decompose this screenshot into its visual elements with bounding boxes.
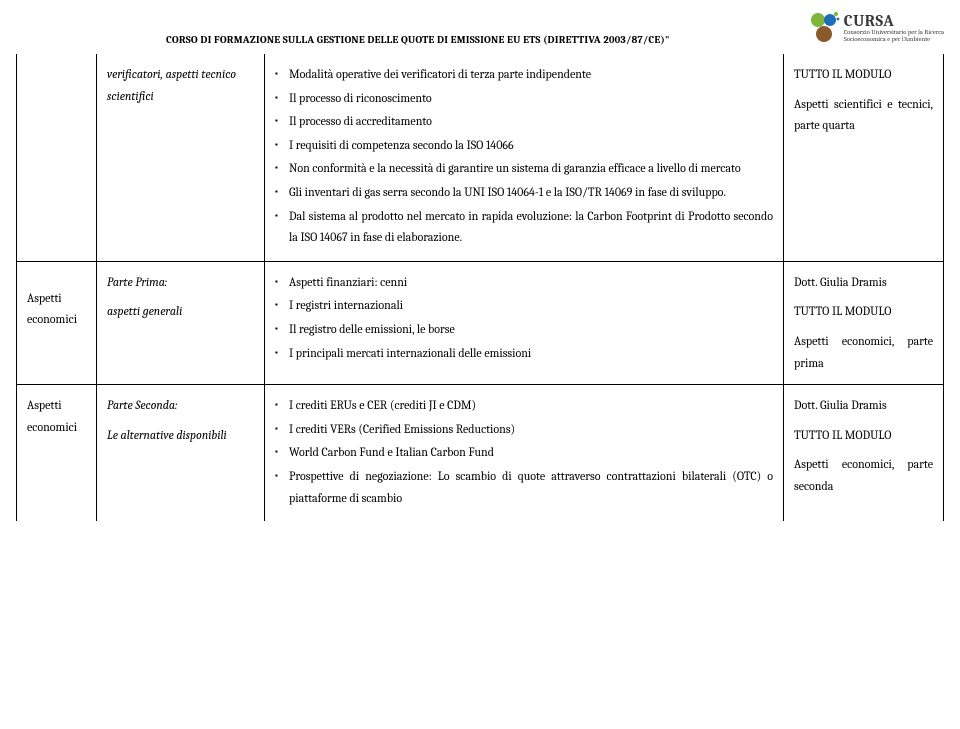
list-item: Non conformità e la necessità di garanti… bbox=[289, 158, 773, 180]
list-item: I registri internazionali bbox=[289, 295, 773, 317]
section-cell bbox=[17, 54, 97, 261]
subsection-line: Le alternative disponibili bbox=[107, 428, 227, 442]
module-line: TUTTO IL MODULO bbox=[794, 425, 933, 447]
list-item: World Carbon Fund e Italian Carbon Fund bbox=[289, 442, 773, 464]
page-header: CORSO DI FORMAZIONE SULLA GESTIONE DELLE… bbox=[16, 10, 944, 46]
module-cell: Dott. Giulia Dramis TUTTO IL MODULO Aspe… bbox=[784, 385, 944, 521]
module-line: Dott. Giulia Dramis bbox=[794, 395, 933, 417]
body-cell: Aspetti finanziari: cenni I registri int… bbox=[265, 261, 784, 384]
subsection-cell: Parte Seconda: Le alternative disponibil… bbox=[97, 385, 265, 521]
list-item: Il registro delle emissioni, le borse bbox=[289, 319, 773, 341]
subsection-text: verificatori, aspetti tecnico scientific… bbox=[107, 67, 236, 103]
list-item: Dal sistema al prodotto nel mercato in r… bbox=[289, 206, 773, 249]
list-item: Il processo di accreditamento bbox=[289, 111, 773, 133]
list-item: Il processo di riconoscimento bbox=[289, 88, 773, 110]
body-cell: I crediti ERUs e CER (crediti JI e CDM) … bbox=[265, 385, 784, 521]
body-cell: Modalità operative dei verificatori di t… bbox=[265, 54, 784, 261]
module-line: Dott. Giulia Dramis bbox=[794, 272, 933, 294]
module-cell: Dott. Giulia Dramis TUTTO IL MODULO Aspe… bbox=[784, 261, 944, 384]
list-item: Aspetti finanziari: cenni bbox=[289, 272, 773, 294]
course-table: verificatori, aspetti tecnico scientific… bbox=[16, 54, 944, 521]
list-item: Modalità operative dei verificatori di t… bbox=[289, 64, 773, 86]
section-cell: Aspetti economici bbox=[17, 261, 97, 384]
module-line: TUTTO IL MODULO bbox=[794, 64, 933, 86]
logo-sub-2: Socioeconomica e per l'Ambiente bbox=[844, 36, 944, 43]
logo-name: CURSA bbox=[844, 13, 944, 29]
module-line: Aspetti economici, parte seconda bbox=[794, 454, 933, 497]
list-item: I principali mercati internazionali dell… bbox=[289, 343, 773, 365]
logo-block: CURSA Consorzio Universitario per la Ric… bbox=[806, 10, 944, 46]
logo-text: CURSA Consorzio Universitario per la Ric… bbox=[844, 13, 944, 43]
subsection-cell: verificatori, aspetti tecnico scientific… bbox=[97, 54, 265, 261]
bullet-list: I crediti ERUs e CER (crediti JI e CDM) … bbox=[275, 395, 773, 509]
list-item: I requisiti di competenza secondo la ISO… bbox=[289, 135, 773, 157]
cursa-logo-icon bbox=[806, 10, 842, 46]
subsection-line: aspetti generali bbox=[107, 304, 182, 318]
section-text: Aspetti economici bbox=[27, 398, 77, 434]
bullet-list: Modalità operative dei verificatori di t… bbox=[275, 64, 773, 249]
list-item: I crediti VERs (Cerified Emissions Reduc… bbox=[289, 419, 773, 441]
document-title: CORSO DI FORMAZIONE SULLA GESTIONE DELLE… bbox=[16, 34, 670, 46]
section-cell: Aspetti economici bbox=[17, 385, 97, 521]
table-row: verificatori, aspetti tecnico scientific… bbox=[17, 54, 944, 261]
table-row: Aspetti economici Parte Seconda: Le alte… bbox=[17, 385, 944, 521]
list-item: Prospettive di negoziazione: Lo scambio … bbox=[289, 466, 773, 509]
table-row: Aspetti economici Parte Prima: aspetti g… bbox=[17, 261, 944, 384]
section-text: Aspetti economici bbox=[27, 291, 77, 327]
module-line: Aspetti economici, parte prima bbox=[794, 331, 933, 374]
subsection-cell: Parte Prima: aspetti generali bbox=[97, 261, 265, 384]
module-cell: TUTTO IL MODULO Aspetti scientifici e te… bbox=[784, 54, 944, 261]
subsection-line: Parte Seconda: bbox=[107, 398, 177, 412]
list-item: Gli inventari di gas serra secondo la UN… bbox=[289, 182, 773, 204]
subsection-line: Parte Prima: bbox=[107, 275, 167, 289]
list-item: I crediti ERUs e CER (crediti JI e CDM) bbox=[289, 395, 773, 417]
module-line: Aspetti scientifici e tecnici, parte qua… bbox=[794, 94, 933, 137]
bullet-list: Aspetti finanziari: cenni I registri int… bbox=[275, 272, 773, 364]
module-line: TUTTO IL MODULO bbox=[794, 301, 933, 323]
